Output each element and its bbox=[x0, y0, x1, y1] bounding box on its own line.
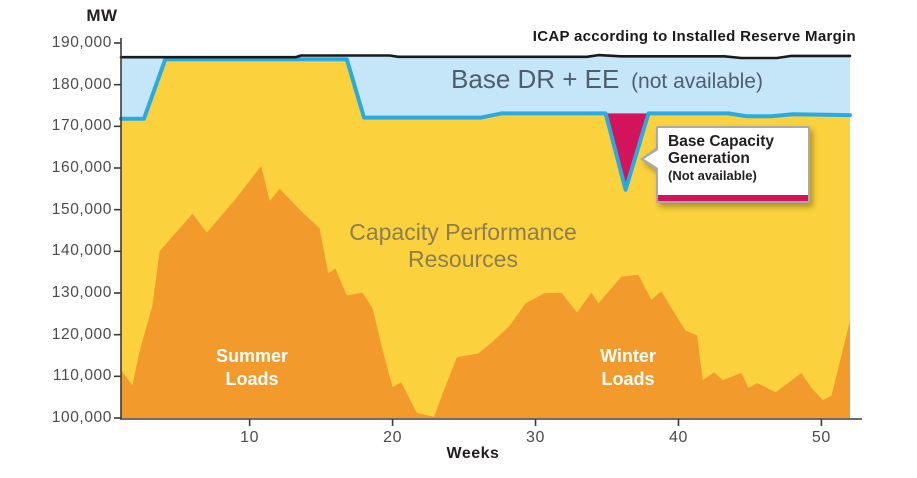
x-axis-label: 20 bbox=[383, 429, 403, 446]
winter-loads-line1: Winter bbox=[600, 346, 656, 366]
base-dr-ee-main-text: Base DR + EE bbox=[451, 64, 620, 94]
winter-loads-label: Winter Loads bbox=[548, 345, 708, 392]
base-dr-ee-band-area bbox=[121, 55, 850, 119]
y-axis-label: 100,000 bbox=[51, 409, 112, 426]
summer-loads-label: Summer Loads bbox=[172, 345, 332, 392]
x-axis-label: 10 bbox=[240, 429, 260, 446]
x-axis-label: 30 bbox=[526, 429, 546, 446]
y-axis-label: 180,000 bbox=[51, 75, 112, 93]
summer-loads-line1: Summer bbox=[215, 346, 289, 366]
capacity-area-label: Capacity Performance Resources bbox=[313, 219, 613, 273]
icap-line bbox=[119, 53, 852, 60]
callout-line3: (Not available) bbox=[668, 167, 757, 183]
capacity-line bbox=[119, 57, 852, 192]
winter-loads-line2: Loads bbox=[601, 369, 655, 390]
y-axis-label: 150,000 bbox=[51, 200, 112, 218]
y-axis-label: 130,000 bbox=[51, 284, 112, 301]
callout-box bbox=[656, 126, 810, 203]
base-dr-ee-paren-text: (not available) bbox=[631, 70, 763, 93]
callout-line2: Generation bbox=[668, 150, 750, 168]
base-dr-ee-band-label: Base DR + EE (not available) bbox=[380, 64, 834, 95]
callout-accent-bar bbox=[658, 195, 808, 201]
y-axis-label: 190,000 bbox=[51, 34, 112, 51]
y-axis-unit-label: MW bbox=[86, 6, 118, 25]
x-axis-label: 50 bbox=[811, 429, 831, 446]
summer-loads-line2: Loads bbox=[225, 369, 279, 390]
base-capacity-notch bbox=[605, 113, 649, 190]
loads-area bbox=[121, 165, 850, 418]
base-capacity-callout: Base Capacity Generation (Not available) bbox=[640, 126, 810, 203]
y-axis-label: 120,000 bbox=[51, 325, 112, 343]
x-axis-label: 40 bbox=[668, 429, 688, 446]
y-axis-label: 110,000 bbox=[52, 367, 112, 385]
icap-line-label: ICAP according to Installed Reserve Marg… bbox=[532, 28, 856, 45]
callout-text: Base Capacity Generation (Not available) bbox=[668, 133, 774, 184]
callout-line1: Base Capacity bbox=[668, 133, 774, 150]
capacity-area-label-line1: Capacity Performance bbox=[349, 219, 577, 245]
capacity-area-label-line2: Resources bbox=[408, 246, 518, 273]
x-axis-title: Weeks bbox=[446, 445, 500, 462]
y-axis-label: 170,000 bbox=[51, 117, 112, 135]
callout-pointer bbox=[644, 150, 658, 168]
y-axis-label: 160,000 bbox=[51, 159, 112, 176]
base-dr-ee-space bbox=[624, 64, 631, 94]
y-axis-label: 140,000 bbox=[51, 242, 112, 260]
